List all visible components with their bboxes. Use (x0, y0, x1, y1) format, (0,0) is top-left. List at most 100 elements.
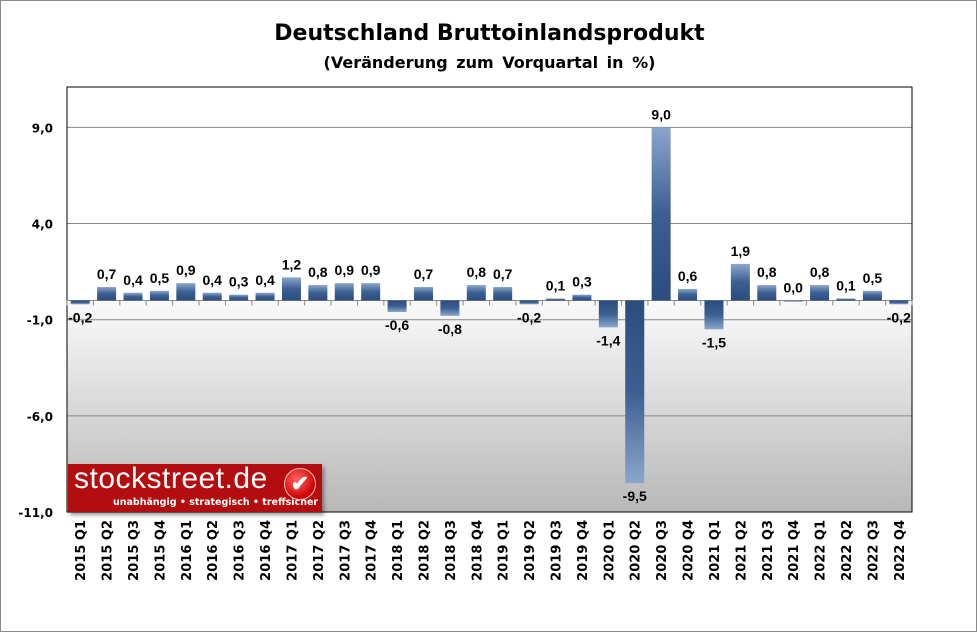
chart-subtitle: (Veränderung zum Vorquartal in %) (323, 53, 656, 72)
x-tick-label: 2016 Q1 (180, 520, 195, 581)
data-label: 0,7 (414, 266, 434, 282)
bar (862, 290, 882, 301)
x-tick-label: 2015 Q1 (74, 520, 89, 581)
x-tick-label: 2020 Q4 (682, 520, 697, 581)
bar (889, 300, 909, 305)
bar (149, 290, 169, 301)
x-tick-label: 2021 Q1 (708, 520, 723, 581)
data-label: -9,5 (623, 488, 647, 504)
bar (836, 298, 856, 301)
y-tick-label: -6,0 (27, 410, 53, 424)
x-tick-label: 2021 Q2 (734, 520, 749, 581)
plot-border (66, 86, 913, 513)
data-label: 0,1 (836, 278, 856, 294)
bar (97, 287, 117, 301)
data-label: 0,0 (783, 279, 803, 295)
bar (519, 300, 539, 305)
bar (466, 285, 486, 301)
bar (572, 294, 592, 301)
data-label: 0,7 (493, 266, 513, 282)
data-label: -0,2 (68, 309, 92, 325)
x-tick-label: 2016 Q2 (206, 520, 221, 581)
bar (281, 277, 301, 301)
bar (413, 287, 433, 301)
x-tick-label: 2021 Q3 (761, 520, 776, 581)
x-tick-label: 2017 Q4 (365, 520, 380, 581)
x-tick-label: 2021 Q4 (787, 520, 802, 581)
x-tick-label: 2015 Q4 (153, 520, 168, 581)
bar (651, 127, 671, 301)
x-tick-label: 2017 Q2 (312, 520, 327, 581)
x-tick-label: 2016 Q3 (233, 520, 248, 581)
bar (678, 288, 698, 301)
x-tick-label: 2019 Q2 (523, 520, 538, 581)
data-label: -0,8 (438, 321, 462, 337)
data-label: 0,8 (467, 264, 487, 280)
bar (730, 263, 750, 301)
bar (546, 298, 566, 301)
x-tick-label: 2018 Q4 (470, 520, 485, 581)
data-label: -0,2 (517, 309, 541, 325)
x-tick-label: 2015 Q2 (101, 520, 116, 581)
plot-area (67, 87, 912, 301)
data-label: 0,5 (863, 270, 883, 286)
x-tick-label: 2020 Q2 (629, 520, 644, 581)
bar (440, 300, 460, 316)
data-label: 0,9 (335, 262, 355, 278)
data-label: 0,7 (97, 266, 117, 282)
data-label: 0,8 (810, 264, 830, 280)
bar (123, 292, 143, 301)
bar (598, 300, 618, 328)
x-tick-label: 2018 Q3 (444, 520, 459, 581)
bar (361, 283, 381, 301)
x-tick-label: 2019 Q4 (576, 520, 591, 581)
x-tick-label: 2018 Q1 (391, 520, 406, 581)
x-tick-label: 2020 Q1 (602, 520, 617, 581)
y-tick-label: -1,0 (27, 314, 53, 328)
checkmark-icon: ✔ (284, 468, 316, 500)
logo-tagline: unabhängig • strategisch • treffsicher (113, 497, 319, 508)
x-tick-label: 2017 Q3 (338, 520, 353, 581)
bar (493, 287, 513, 301)
x-tick-label: 2022 Q1 (814, 520, 829, 581)
bar (308, 285, 328, 301)
x-tick-label: 2019 Q3 (550, 520, 565, 581)
data-label: 0,1 (546, 278, 566, 294)
x-tick-label: 2015 Q3 (127, 520, 142, 581)
data-label: 0,9 (176, 262, 196, 278)
x-tick-label: 2020 Q3 (655, 520, 670, 581)
chart-title: Deutschland Bruttoinlandsprodukt (274, 21, 705, 46)
data-label: -0,2 (887, 309, 911, 325)
data-label: 0,9 (361, 262, 381, 278)
bar (783, 300, 803, 302)
data-label: -1,4 (596, 332, 620, 348)
stockstreet-logo: stockstreet.de unabhängig • strategisch … (68, 462, 322, 512)
bar (625, 300, 645, 484)
x-tick-label: 2016 Q4 (259, 520, 274, 581)
x-tick-label: 2022 Q3 (866, 520, 881, 581)
x-tick-label: 2022 Q4 (893, 520, 908, 581)
bar (334, 283, 354, 301)
logo-text: stockstreet.de (74, 462, 268, 495)
x-tick-label: 2017 Q1 (285, 520, 300, 581)
y-tick-label: -11,0 (18, 506, 53, 520)
data-label: -1,5 (702, 334, 726, 350)
bar (810, 285, 830, 301)
x-tick-label: 2019 Q1 (497, 520, 512, 581)
x-tick-label: 2022 Q2 (840, 520, 855, 581)
data-label: 0,4 (255, 272, 275, 288)
data-label: 1,2 (282, 256, 302, 272)
bar (202, 292, 222, 301)
data-label: 0,8 (308, 264, 328, 280)
data-label: 0,4 (203, 272, 223, 288)
bar (704, 300, 724, 330)
data-label: 0,3 (572, 274, 592, 290)
y-tick-label: 9,0 (32, 121, 53, 135)
data-label: 0,3 (229, 274, 249, 290)
data-label: 0,4 (123, 272, 143, 288)
bar (70, 300, 90, 305)
bar (387, 300, 407, 312)
data-label: 0,5 (150, 270, 170, 286)
data-label: 1,9 (731, 243, 751, 259)
x-tick-label: 2018 Q2 (417, 520, 432, 581)
